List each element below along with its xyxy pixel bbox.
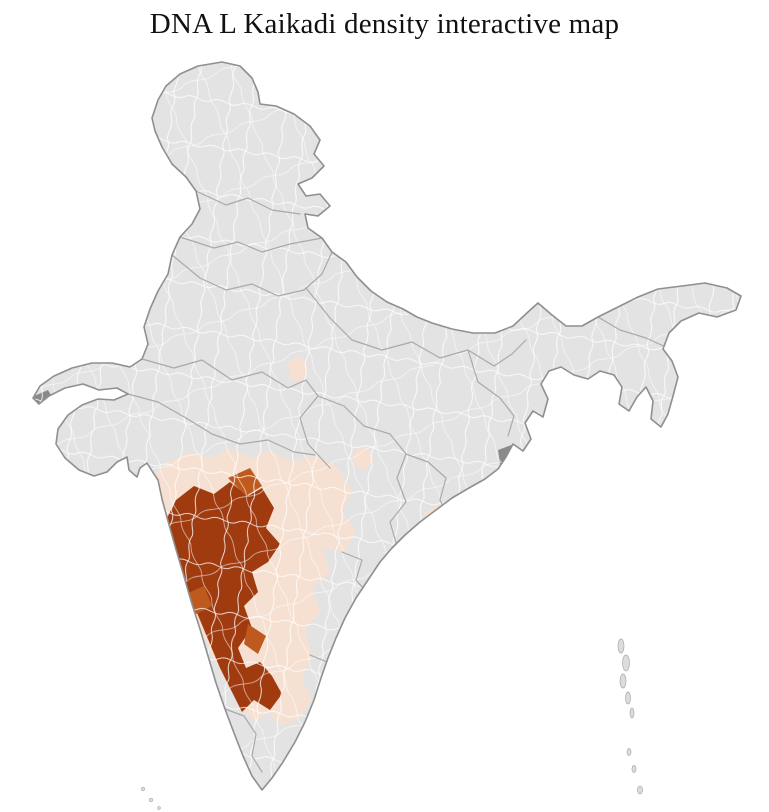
page-title: DNA L Kaikadi density interactive map	[149, 8, 620, 40]
island[interactable]	[148, 797, 154, 803]
state-border	[317, 395, 407, 561]
state-border	[597, 316, 669, 349]
island[interactable]	[619, 673, 627, 689]
state-border	[224, 708, 263, 773]
state-border	[141, 358, 331, 469]
island[interactable]	[631, 765, 637, 773]
island[interactable]	[157, 806, 161, 810]
island[interactable]	[622, 654, 630, 672]
state-border	[467, 349, 515, 437]
state-border	[127, 393, 316, 456]
island[interactable]	[626, 748, 632, 756]
district-mesh	[33, 62, 741, 790]
island[interactable]	[617, 638, 625, 654]
andaman-nicobar-islands[interactable]	[617, 638, 643, 795]
island[interactable]	[140, 786, 146, 792]
state-border	[171, 251, 333, 297]
state-border	[179, 236, 323, 253]
island[interactable]	[625, 691, 631, 705]
state-border	[195, 190, 301, 215]
island[interactable]	[637, 785, 643, 795]
island[interactable]	[629, 707, 635, 719]
lakshadweep-islands[interactable]	[140, 786, 161, 810]
state-border	[305, 287, 527, 367]
